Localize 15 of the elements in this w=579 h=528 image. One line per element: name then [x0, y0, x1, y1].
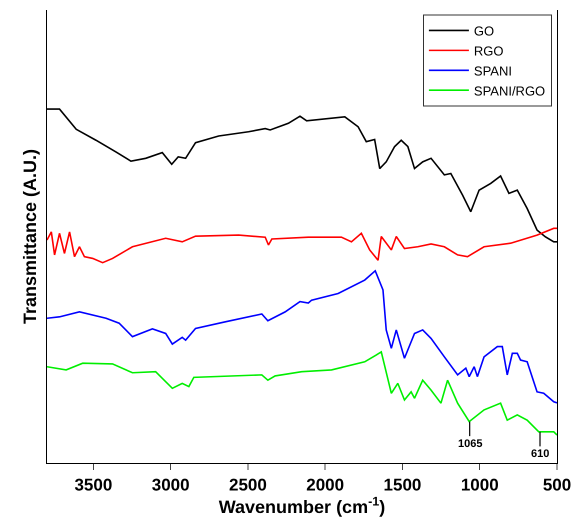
x-tick-label: 2000 [306, 476, 344, 494]
legend-label: RGO [474, 43, 504, 58]
annotation: 610 [531, 448, 550, 460]
x-tick-label: 1500 [384, 476, 422, 494]
legend-label: SPANI/RGO [474, 83, 546, 98]
legend-label: SPANI [474, 63, 512, 78]
x-tick-label: 2500 [228, 476, 267, 494]
x-axis-title: Wavenumber (cm$^{-1}$) [218, 494, 386, 518]
x-tick-label: 500 [542, 476, 572, 494]
x-tick-label: 1000 [460, 476, 499, 494]
legend-label: GO [474, 24, 494, 39]
annotation: 1065 [458, 438, 482, 450]
x-tick-label: 3000 [152, 476, 190, 494]
y-axis-title: Transmittance (A.U.) [20, 148, 40, 324]
x-tick-label: 3500 [74, 476, 112, 494]
